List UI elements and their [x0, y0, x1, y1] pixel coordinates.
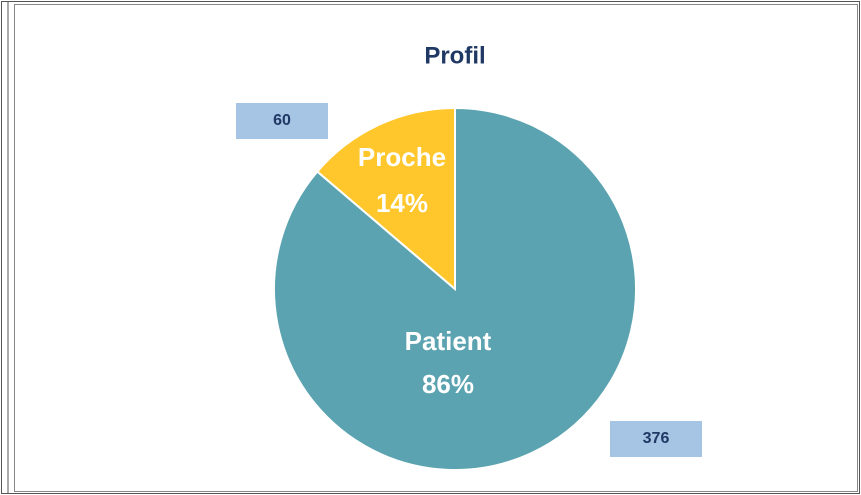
value-label: 376 — [643, 430, 670, 447]
chart-title: Profil — [424, 42, 485, 69]
pie-slice — [315, 106, 456, 292]
value-callout-box — [610, 421, 702, 457]
slice-percent-label: 14% — [376, 188, 428, 218]
value-label: 60 — [273, 112, 291, 129]
slice-category-label: Proche — [358, 142, 446, 172]
value-callout-box — [236, 103, 328, 139]
slice-category-label: Patient — [405, 326, 492, 356]
slice-percent-label: 86% — [422, 369, 474, 399]
